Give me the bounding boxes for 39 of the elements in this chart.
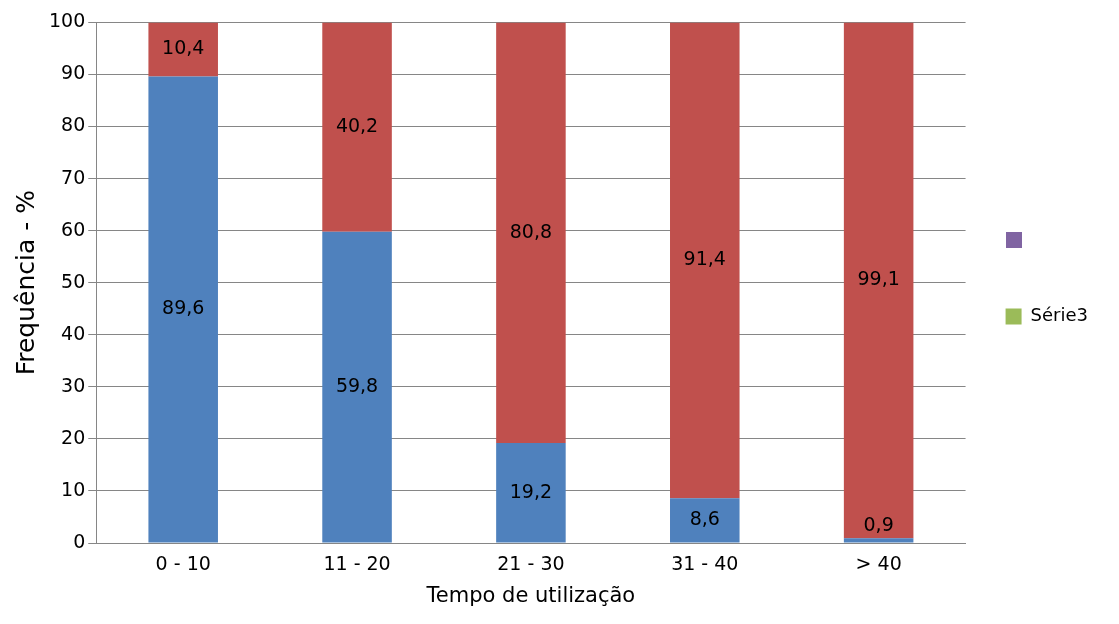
- y-axis-title: Frequência - %: [10, 190, 40, 376]
- y-tick-label: 10: [61, 477, 86, 500]
- x-tick-label: > 40: [855, 552, 902, 575]
- data-label: 8,6: [689, 507, 720, 530]
- bar: [322, 22, 392, 232]
- bar: [843, 538, 914, 543]
- y-tick-label: 20: [61, 425, 86, 448]
- bar: [496, 22, 566, 444]
- data-label: 89,6: [162, 296, 205, 319]
- data-label: 10,4: [162, 36, 205, 59]
- bar: [148, 76, 218, 543]
- bar: [322, 231, 392, 543]
- x-tick-label: 31 - 40: [671, 552, 739, 575]
- y-tick-label: 60: [61, 217, 86, 240]
- bar: [843, 22, 914, 539]
- data-label: 59,8: [335, 374, 379, 397]
- bar: [148, 22, 218, 77]
- data-label: 0,9: [863, 513, 894, 536]
- bar: [670, 22, 740, 499]
- data-label: 99,1: [857, 267, 900, 290]
- x-tick-label: 11 - 20: [323, 552, 391, 575]
- y-tick-label: 70: [61, 165, 86, 188]
- y-tick-label: 50: [61, 269, 86, 292]
- y-tick-label: 80: [61, 113, 86, 136]
- x-tick-label: 0 - 10: [155, 552, 211, 575]
- y-tick-label: 100: [49, 9, 86, 32]
- y-tick-label: 90: [61, 61, 86, 84]
- legend-label: Série3: [1030, 304, 1089, 326]
- y-tick-label: 0: [73, 529, 86, 552]
- y-tick-label: 30: [61, 373, 86, 396]
- x-tick-label: 21 - 30: [497, 552, 565, 575]
- data-label: 91,4: [683, 247, 726, 270]
- x-axis-title: Tempo de utilização: [425, 582, 636, 607]
- data-label: 19,2: [509, 479, 553, 502]
- bar: [496, 443, 566, 543]
- data-label: 40,2: [335, 113, 379, 136]
- data-label: 80,8: [509, 219, 553, 242]
- bar: [670, 498, 740, 543]
- y-tick-label: 40: [61, 321, 86, 344]
